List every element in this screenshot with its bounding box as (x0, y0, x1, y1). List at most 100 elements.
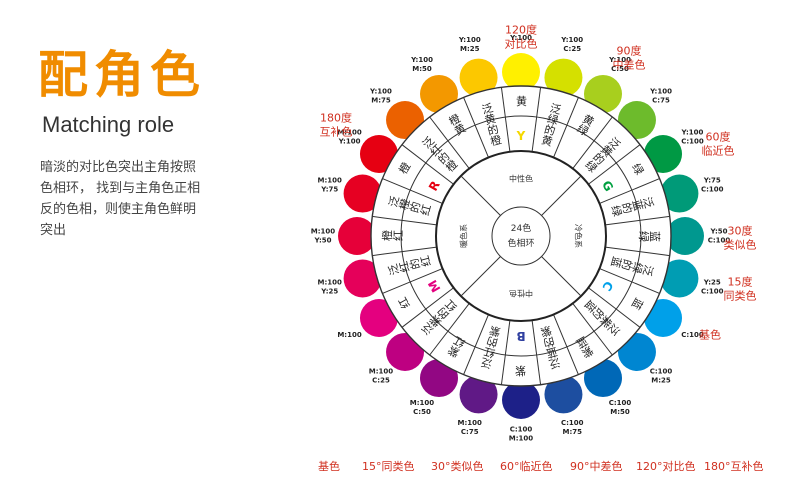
inner-ring-label: 中性色 (509, 174, 533, 184)
page-title: 配角色 (38, 46, 206, 104)
bottom-label: 90°中差色 (570, 460, 623, 473)
angle-annotation: 60度 (706, 130, 731, 144)
center-label: 色相环 (507, 237, 534, 249)
cmyk-code: Y:50 (313, 237, 331, 245)
color-swatch (359, 135, 398, 173)
segment-divider (500, 87, 511, 152)
cmyk-code: Y:75 (320, 185, 338, 193)
color-swatch (644, 135, 683, 173)
segment-divider (372, 215, 437, 226)
description-line: 暗淡的对比色突出主角按照 (40, 160, 197, 175)
segment-divider (401, 287, 454, 328)
bottom-label: 180°互补色 (704, 460, 764, 473)
segment-label: 黄 (515, 94, 528, 107)
cmyk-code: C:25 (372, 377, 390, 385)
angle-annotation: 90度 (617, 44, 642, 58)
cmyk-code: M:100 (458, 419, 483, 427)
segment-divider (553, 97, 579, 158)
cmyk-code: C:50 (413, 408, 431, 416)
description-line: 色相环， 找到与主角色正相 (40, 181, 201, 196)
segment-divider (382, 178, 443, 204)
middle-ring (400, 115, 642, 357)
color-swatch (660, 259, 699, 298)
segment-divider (599, 268, 660, 294)
segment-divider (463, 314, 489, 375)
cmyk-code: C:75 (461, 428, 479, 436)
angle-annotation: 临近色 (702, 144, 735, 158)
cmyk-code: C:100 (708, 237, 731, 245)
cmyk-code: Y:100 (410, 56, 433, 64)
segment-divider (572, 303, 613, 356)
segment-divider (429, 116, 470, 169)
page-subtitle: Matching role (42, 112, 175, 137)
description: 暗淡的对比色突出主角按照 色相环， 找到与主角色正相 反的色相，则使主角色鲜明 … (40, 157, 240, 241)
color-swatch (502, 381, 540, 419)
color-letter: B (516, 329, 525, 343)
quadrant-divider (460, 175, 501, 216)
cmyk-code: C:50 (611, 65, 629, 73)
color-swatch (660, 174, 699, 213)
color-swatch (459, 375, 498, 414)
color-swatch (544, 375, 583, 414)
color-swatch (544, 58, 583, 97)
color-swatch (420, 359, 458, 398)
segment-divider (372, 246, 437, 257)
color-swatch (343, 174, 382, 213)
angle-annotation: 30度 (728, 224, 753, 238)
cmyk-code: M:100 (318, 176, 343, 184)
cmyk-code: M:100 (311, 228, 336, 236)
segment-divider (401, 144, 454, 185)
cmyk-code: M:75 (562, 428, 582, 436)
cmyk-code: M:100 (337, 129, 362, 137)
cmyk-code: C:100 (681, 331, 704, 339)
description-line: 反的色相，则使主角色鲜明 (40, 202, 197, 217)
quadrant-divider (541, 256, 582, 297)
color-swatch (343, 259, 382, 298)
angle-annotation: 15度 (728, 275, 753, 289)
segment-divider (572, 116, 613, 169)
center-label: 24色 (511, 222, 531, 234)
segment-divider (553, 314, 579, 375)
cmyk-code: Y:100 (369, 87, 392, 95)
inner-ring-label: 冷色系 (574, 224, 584, 248)
segment-divider (605, 215, 670, 226)
cmyk-code: C:100 (510, 426, 533, 434)
cmyk-code: C:100 (650, 368, 673, 376)
cmyk-code: Y:100 (681, 129, 704, 137)
cmyk-code: C:100 (561, 419, 584, 427)
cmyk-code: Y:100 (649, 87, 672, 95)
segment-label: 蓝 (630, 295, 646, 312)
cmyk-code: M:100 (410, 399, 435, 407)
segment-label: 蓝绿 (639, 230, 661, 243)
cmyk-code: M:100 (509, 435, 534, 443)
segment-divider (588, 287, 641, 328)
cmyk-code: M:100 (337, 331, 362, 339)
cmyk-code: M:100 (369, 368, 394, 376)
color-swatch (644, 299, 683, 337)
segment-label: 橙红 (380, 230, 403, 243)
cmyk-code: C:100 (609, 399, 632, 407)
segment-divider (605, 246, 670, 257)
cmyk-code: Y:25 (320, 288, 338, 296)
cmyk-code: Y:100 (458, 36, 481, 44)
segment-label: 红 (396, 295, 412, 312)
angle-annotation: 同类色 (724, 289, 757, 303)
color-swatch (338, 217, 376, 255)
color-letter: Y (516, 129, 526, 143)
segment-divider (531, 320, 542, 385)
description-line: 突出 (40, 223, 67, 238)
cmyk-code: Y:100 (509, 34, 532, 42)
center-ring (491, 206, 551, 266)
quadrant-divider (460, 256, 501, 297)
cmyk-code: Y:25 (703, 279, 721, 287)
angle-annotation: 互补色 (320, 125, 353, 139)
cmyk-code: M:100 (318, 279, 343, 287)
segment-divider (429, 303, 470, 356)
segment-divider (588, 144, 641, 185)
color-swatch (359, 299, 398, 337)
segment-divider (531, 87, 542, 152)
segment-label: 紫 (515, 366, 528, 377)
angle-annotation: 对比色 (505, 37, 538, 51)
inner-ring-label: 中性色 (509, 289, 533, 299)
